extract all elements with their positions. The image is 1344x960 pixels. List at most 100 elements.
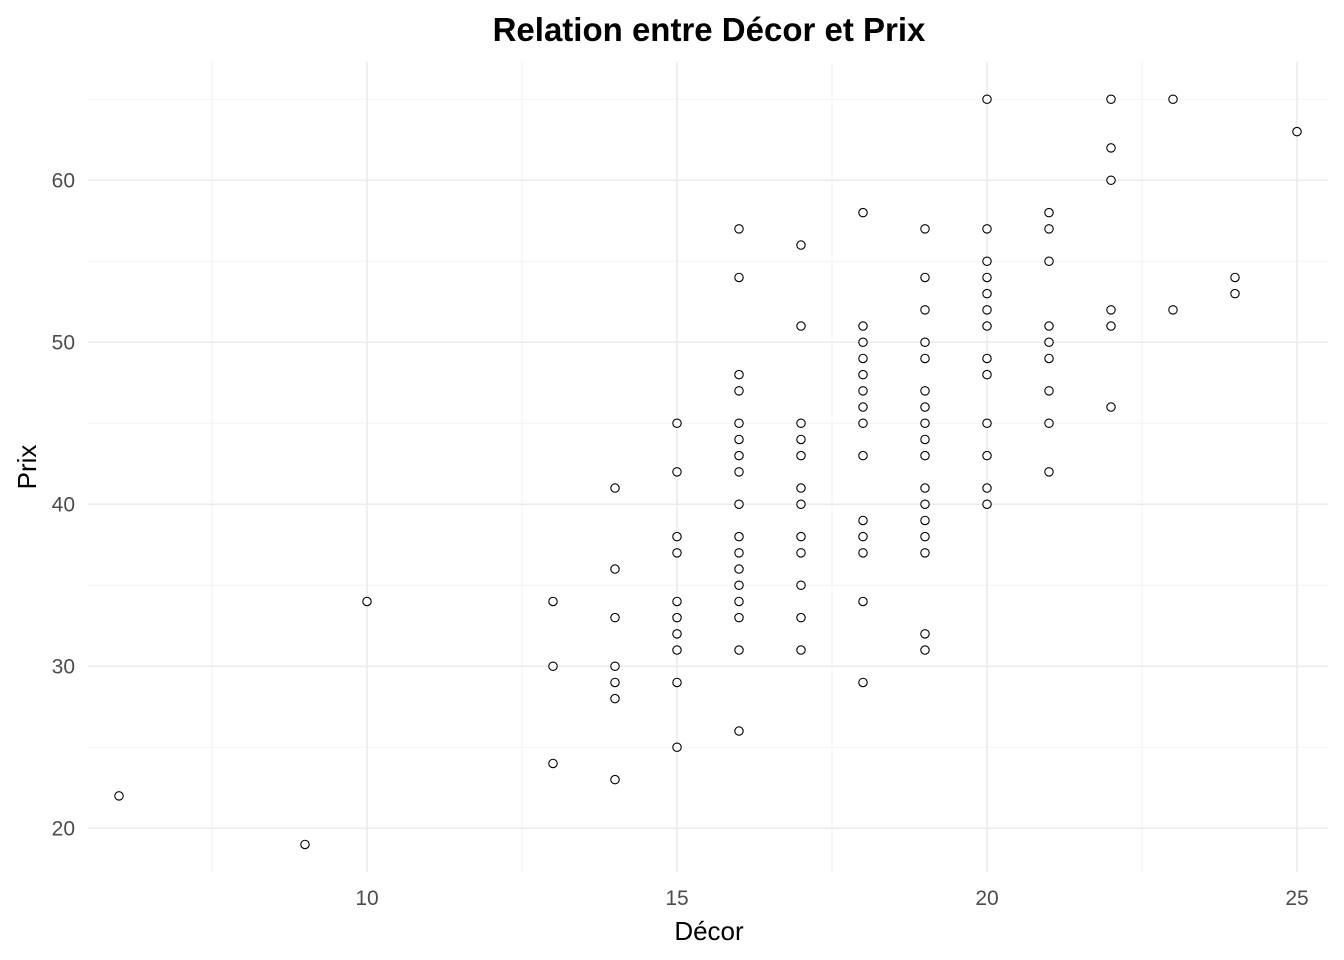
data-point xyxy=(920,629,930,639)
data-point xyxy=(920,645,930,655)
y-axis-ticks: 20 30 40 50 60 xyxy=(52,169,75,840)
data-point xyxy=(920,353,930,364)
data-point xyxy=(920,272,930,283)
data-point xyxy=(1044,386,1054,396)
data-point xyxy=(734,596,744,607)
data-point xyxy=(796,434,806,445)
data-point xyxy=(1106,402,1116,412)
data-point xyxy=(734,645,744,655)
data-point xyxy=(796,645,806,655)
data-point xyxy=(982,483,992,493)
data-point xyxy=(672,467,682,477)
data-point xyxy=(920,483,930,493)
data-point xyxy=(672,548,682,558)
data-point xyxy=(982,272,992,283)
y-tick-label: 50 xyxy=(52,331,75,354)
data-point xyxy=(982,256,992,267)
data-point xyxy=(920,499,930,510)
data-point xyxy=(858,337,868,348)
data-point xyxy=(734,386,744,396)
data-point xyxy=(1106,321,1116,331)
data-point xyxy=(982,418,992,429)
data-point xyxy=(1106,94,1116,105)
data-point xyxy=(734,467,744,477)
data-point xyxy=(796,499,806,510)
data-point xyxy=(610,612,620,623)
data-point xyxy=(1106,305,1116,315)
data-point xyxy=(858,418,868,429)
y-axis-title: Prix xyxy=(12,445,42,490)
data-point xyxy=(672,742,682,753)
data-point xyxy=(796,548,806,558)
data-point xyxy=(920,402,930,412)
data-point xyxy=(734,580,744,591)
data-point xyxy=(920,548,930,558)
data-point xyxy=(858,207,868,218)
data-point xyxy=(796,418,806,429)
data-point xyxy=(982,305,992,315)
x-tick-label: 15 xyxy=(665,887,688,910)
data-point xyxy=(300,839,310,850)
data-point xyxy=(672,677,682,688)
data-point xyxy=(734,499,744,510)
data-point xyxy=(982,499,992,510)
data-point xyxy=(920,531,930,542)
data-point xyxy=(672,418,682,429)
data-point xyxy=(548,596,558,607)
data-point xyxy=(734,531,744,542)
data-points xyxy=(114,94,1302,850)
data-point xyxy=(672,629,682,639)
data-point xyxy=(858,450,868,461)
x-tick-label: 20 xyxy=(975,887,998,910)
data-point xyxy=(920,515,930,526)
data-point xyxy=(734,434,744,445)
data-point xyxy=(920,305,930,315)
data-point xyxy=(796,531,806,542)
data-point xyxy=(858,531,868,542)
data-point xyxy=(734,450,744,461)
data-point xyxy=(982,224,992,234)
data-point xyxy=(1044,207,1054,218)
data-point xyxy=(734,612,744,623)
data-point xyxy=(920,434,930,445)
data-point xyxy=(858,402,868,412)
data-point xyxy=(920,386,930,396)
data-point xyxy=(672,531,682,542)
data-point xyxy=(1044,353,1054,364)
y-tick-label: 60 xyxy=(52,169,75,192)
data-point xyxy=(734,564,744,574)
data-point xyxy=(734,369,744,380)
x-axis-ticks: 10 15 20 25 xyxy=(355,887,1308,910)
data-point xyxy=(734,224,744,234)
data-point xyxy=(920,418,930,429)
data-point xyxy=(858,369,868,380)
data-point xyxy=(610,564,620,574)
data-point xyxy=(796,483,806,493)
x-tick-label: 25 xyxy=(1285,887,1308,910)
data-point xyxy=(734,418,744,429)
data-point xyxy=(548,758,558,769)
data-point xyxy=(1230,272,1240,283)
data-point xyxy=(858,353,868,364)
data-point xyxy=(1106,175,1116,186)
data-point xyxy=(734,548,744,558)
data-point xyxy=(610,677,620,688)
data-point xyxy=(920,224,930,234)
data-point xyxy=(858,596,868,607)
data-point xyxy=(858,515,868,526)
x-axis-title: Décor xyxy=(674,916,744,946)
data-point xyxy=(858,386,868,396)
data-point xyxy=(734,726,744,736)
data-point xyxy=(858,677,868,688)
data-point xyxy=(982,353,992,364)
data-point xyxy=(1044,321,1054,331)
x-tick-label: 10 xyxy=(355,887,378,910)
data-point xyxy=(114,791,124,801)
y-tick-label: 30 xyxy=(52,655,75,678)
data-point xyxy=(672,596,682,607)
data-point xyxy=(796,450,806,461)
y-tick-label: 40 xyxy=(52,493,75,516)
data-point xyxy=(1044,418,1054,429)
data-point xyxy=(920,450,930,461)
data-point xyxy=(982,369,992,380)
